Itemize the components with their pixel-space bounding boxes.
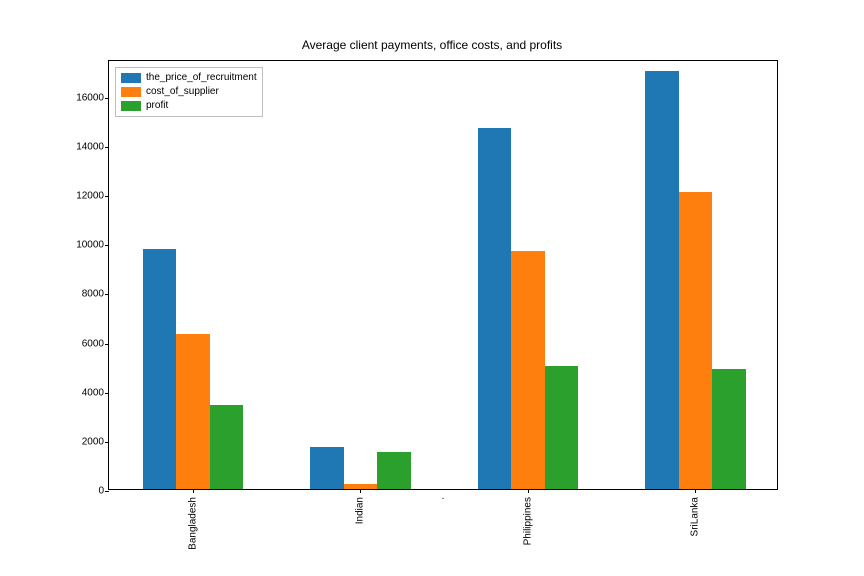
x-tick-label: Philippines — [522, 497, 533, 545]
bar — [478, 128, 512, 489]
x-tick-mark — [695, 489, 696, 493]
bar — [143, 249, 177, 489]
bar — [210, 405, 244, 489]
x-axis-label: . — [442, 491, 445, 502]
legend-label: the_price_of_recruitment — [146, 71, 257, 85]
legend-swatch — [121, 101, 141, 111]
x-tick-mark — [528, 489, 529, 493]
y-tick-mark — [105, 344, 109, 345]
bar — [545, 366, 579, 489]
chart-legend: the_price_of_recruitmentcost_of_supplier… — [115, 67, 263, 117]
y-tick-mark — [105, 98, 109, 99]
y-tick-mark — [105, 147, 109, 148]
y-tick-mark — [105, 294, 109, 295]
legend-swatch — [121, 73, 141, 83]
x-tick-mark — [193, 489, 194, 493]
chart-plot-area: 0200040006000800010000120001400016000Ban… — [108, 60, 778, 490]
bar — [344, 484, 378, 489]
bar — [645, 71, 679, 489]
bar — [679, 192, 713, 489]
bar — [377, 452, 411, 489]
y-tick-mark — [105, 491, 109, 492]
x-tick-label: SriLanka — [690, 497, 701, 536]
y-tick-mark — [105, 442, 109, 443]
y-tick-mark — [105, 393, 109, 394]
x-tick-label: Bangladesh — [187, 497, 198, 550]
x-tick-mark — [360, 489, 361, 493]
x-tick-label: Indian — [355, 497, 366, 524]
chart-title: Average client payments, office costs, a… — [0, 38, 864, 52]
bar — [712, 369, 746, 489]
bar — [511, 251, 545, 489]
legend-item: the_price_of_recruitment — [121, 71, 257, 85]
y-tick-mark — [105, 196, 109, 197]
legend-swatch — [121, 87, 141, 97]
legend-label: cost_of_supplier — [146, 85, 219, 99]
y-tick-mark — [105, 245, 109, 246]
legend-item: profit — [121, 99, 257, 113]
bar — [310, 447, 344, 489]
legend-label: profit — [146, 99, 168, 113]
bar — [176, 334, 210, 489]
legend-item: cost_of_supplier — [121, 85, 257, 99]
